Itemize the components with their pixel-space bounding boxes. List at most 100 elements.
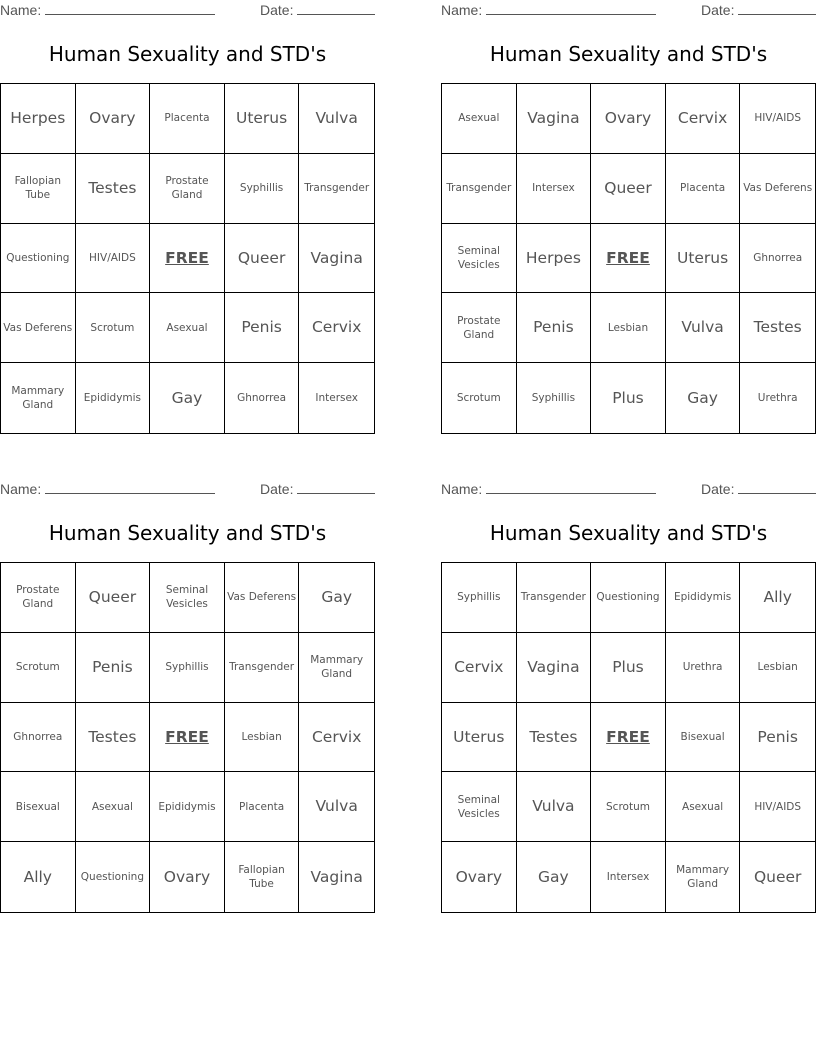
bingo-cell[interactable]: Intersex: [315, 392, 358, 404]
bingo-cell[interactable]: Penis: [516, 293, 592, 364]
bingo-cell[interactable]: Ally: [740, 563, 815, 633]
bingo-cell[interactable]: Mammary Gland: [1, 363, 76, 433]
bingo-cell[interactable]: Bisexual: [665, 702, 741, 773]
bingo-cell[interactable]: Plus: [591, 363, 666, 433]
bingo-cell[interactable]: Uterus: [224, 84, 300, 154]
bingo-cell[interactable]: Testes: [75, 702, 151, 773]
bingo-cell[interactable]: Vas Deferens: [1, 293, 76, 364]
bingo-cell[interactable]: Gay: [299, 563, 374, 633]
bingo-cell[interactable]: Placenta: [150, 84, 225, 154]
bingo-cell[interactable]: Ghnorrea: [225, 363, 300, 433]
name-field[interactable]: [45, 481, 216, 494]
bingo-cell[interactable]: HIV/AIDS: [740, 772, 815, 843]
bingo-cell[interactable]: Fallopian Tube: [225, 842, 300, 912]
bingo-cell[interactable]: Vulva: [665, 293, 741, 364]
free-space[interactable]: FREE: [150, 702, 225, 773]
bingo-cell[interactable]: Questioning: [1, 223, 76, 294]
bingo-cell[interactable]: Cervix: [665, 84, 741, 154]
bingo-cell[interactable]: Vagina: [299, 224, 374, 294]
date-field[interactable]: [738, 2, 816, 15]
bingo-cell[interactable]: Queer: [753, 867, 802, 886]
free-space[interactable]: FREE: [150, 223, 225, 294]
bingo-cell[interactable]: Queer: [75, 563, 151, 633]
bingo-cell[interactable]: Ally: [1, 842, 76, 912]
date-field[interactable]: [297, 2, 376, 15]
bingo-cell[interactable]: Transgender: [299, 154, 374, 224]
bingo-cell[interactable]: Syphillis: [442, 563, 517, 633]
bingo-cell[interactable]: Transgender: [516, 563, 592, 633]
name-field[interactable]: [45, 2, 216, 15]
bingo-cell[interactable]: Asexual: [442, 84, 517, 154]
bingo-cell[interactable]: Fallopian Tube: [1, 153, 76, 224]
bingo-cell[interactable]: Lesbian: [224, 702, 300, 773]
bingo-cell[interactable]: Queer: [224, 223, 300, 294]
bingo-cell[interactable]: Prostate Gland: [1, 563, 76, 633]
bingo-cell[interactable]: Ovary: [591, 84, 666, 154]
bingo-cell[interactable]: Urethra: [665, 632, 741, 703]
bingo-cell[interactable]: Lesbian: [740, 633, 815, 703]
bingo-cell[interactable]: Herpes: [516, 223, 592, 294]
bingo-cell[interactable]: Penis: [75, 632, 151, 703]
bingo-cell[interactable]: Uterus: [442, 702, 517, 773]
bingo-cell[interactable]: Ghnorrea: [1, 702, 76, 773]
free-space[interactable]: FREE: [591, 223, 666, 294]
free-space[interactable]: FREE: [591, 702, 666, 773]
bingo-cell[interactable]: Ovary: [442, 842, 517, 912]
bingo-cell[interactable]: Scrotum: [591, 772, 666, 843]
bingo-cell[interactable]: Plus: [591, 632, 666, 703]
bingo-cell[interactable]: Scrotum: [1, 632, 76, 703]
bingo-cell[interactable]: Gay: [666, 363, 741, 433]
bingo-cell[interactable]: Seminal Vesicles: [442, 772, 517, 843]
bingo-cell[interactable]: Mammary Gland: [299, 633, 374, 703]
bingo-cell[interactable]: Vulva: [516, 772, 592, 843]
bingo-cell[interactable]: Syphillis: [150, 632, 225, 703]
bingo-cell[interactable]: Placenta: [224, 772, 300, 843]
bingo-cell[interactable]: Asexual: [75, 772, 151, 843]
bingo-cell[interactable]: Penis: [740, 703, 815, 773]
bingo-cell[interactable]: Bisexual: [1, 772, 76, 843]
bingo-cell[interactable]: Mammary Gland: [666, 842, 741, 912]
bingo-cell[interactable]: Epididymis: [150, 772, 225, 843]
bingo-cell[interactable]: Transgender: [224, 632, 300, 703]
name-field[interactable]: [486, 481, 657, 494]
bingo-cell[interactable]: Cervix: [442, 632, 517, 703]
bingo-cell[interactable]: Penis: [224, 293, 300, 364]
bingo-cell[interactable]: Questioning: [76, 842, 151, 912]
bingo-cell[interactable]: Prostate Gland: [150, 153, 225, 224]
bingo-cell[interactable]: Asexual: [665, 772, 741, 843]
bingo-cell[interactable]: Questioning: [591, 563, 666, 633]
bingo-cell[interactable]: Uterus: [665, 223, 741, 294]
name-field[interactable]: [486, 2, 657, 15]
bingo-cell[interactable]: Queer: [591, 153, 666, 224]
bingo-cell[interactable]: Intersex: [591, 842, 666, 912]
bingo-cell[interactable]: Vulva: [299, 772, 374, 843]
bingo-cell[interactable]: Intersex: [516, 153, 592, 224]
bingo-cell[interactable]: Syphillis: [517, 363, 592, 433]
bingo-cell[interactable]: Ovary: [75, 84, 151, 154]
bingo-cell[interactable]: Syphillis: [224, 153, 300, 224]
bingo-cell[interactable]: Ghnorrea: [740, 224, 815, 294]
bingo-cell[interactable]: Herpes: [1, 84, 76, 154]
bingo-cell[interactable]: Gay: [150, 363, 225, 433]
bingo-cell[interactable]: Seminal Vesicles: [150, 563, 225, 633]
bingo-cell[interactable]: Asexual: [150, 293, 225, 364]
bingo-cell[interactable]: Placenta: [665, 153, 741, 224]
bingo-cell[interactable]: Testes: [516, 702, 592, 773]
bingo-cell[interactable]: Testes: [75, 153, 151, 224]
date-field[interactable]: [297, 481, 376, 494]
bingo-cell[interactable]: Testes: [740, 293, 815, 364]
bingo-cell[interactable]: HIV/AIDS: [75, 223, 151, 294]
bingo-cell[interactable]: Lesbian: [591, 293, 666, 364]
bingo-cell[interactable]: Cervix: [299, 293, 374, 364]
bingo-cell[interactable]: Vas Deferens: [224, 563, 300, 633]
bingo-cell[interactable]: Vas Deferens: [740, 154, 815, 224]
bingo-cell[interactable]: Urethra: [757, 392, 798, 404]
bingo-cell[interactable]: Epididymis: [665, 563, 741, 633]
bingo-cell[interactable]: Prostate Gland: [442, 293, 517, 364]
bingo-cell[interactable]: Seminal Vesicles: [442, 223, 517, 294]
bingo-cell[interactable]: Epididymis: [76, 363, 151, 433]
bingo-cell[interactable]: Ovary: [150, 842, 225, 912]
bingo-cell[interactable]: Gay: [517, 842, 592, 912]
bingo-cell[interactable]: Cervix: [299, 703, 374, 773]
bingo-cell[interactable]: Vagina: [516, 84, 592, 154]
